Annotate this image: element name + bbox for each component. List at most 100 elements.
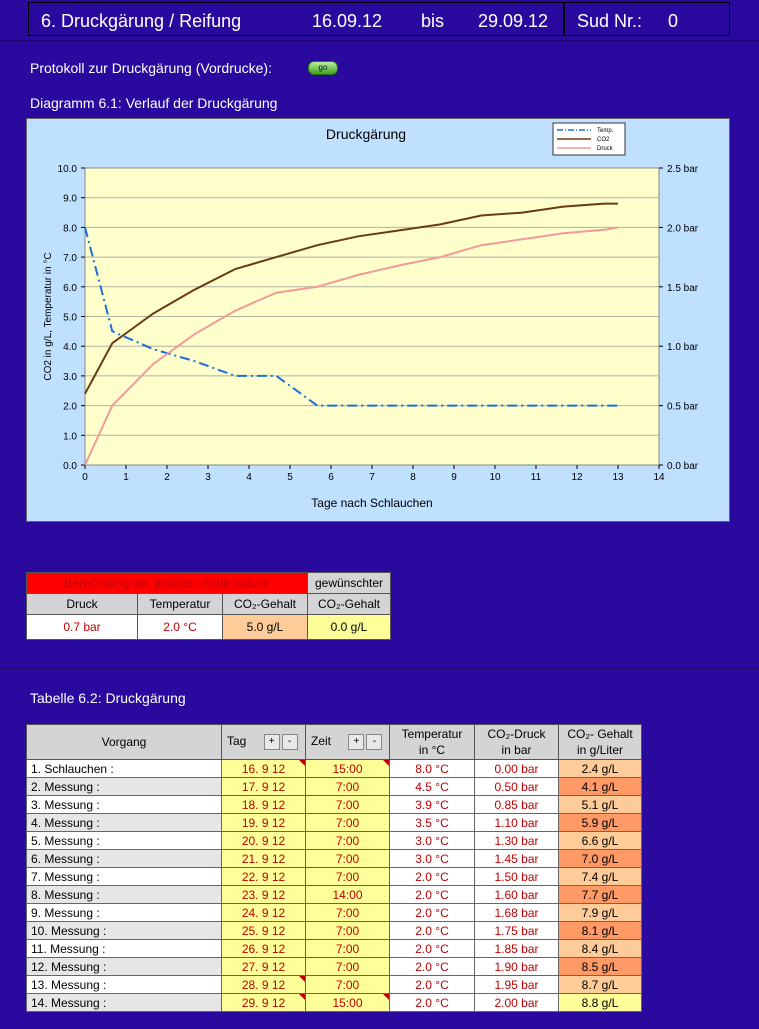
row-zeit[interactable]: 7:00	[305, 831, 390, 850]
row-zeit[interactable]: 15:00	[305, 759, 390, 778]
co2-calc-table: Berechnung der gelösten Kohlensäure gewü…	[26, 572, 391, 640]
row-tag[interactable]: 21. 9 12	[221, 849, 306, 868]
row-zeit[interactable]: 7:00	[305, 849, 390, 868]
row-druck[interactable]: 1.10 bar	[474, 813, 559, 832]
row-druck[interactable]: 0.50 bar	[474, 777, 559, 796]
row-tag[interactable]: 23. 9 12	[221, 885, 306, 904]
date-to[interactable]: 29.09.12	[478, 11, 549, 31]
row-vorgang: 11. Messung :	[26, 939, 222, 958]
table-row: 4. Messung :19. 9 12 7:00 3.5 °C 1.10 bar 5.…	[26, 813, 642, 832]
y2-tick-label: 0.0 bar	[667, 461, 699, 472]
row-tag[interactable]: 19. 9 12	[221, 813, 306, 832]
row-druck[interactable]: 1.85 bar	[474, 939, 559, 958]
row-tag[interactable]: 26. 9 12	[221, 939, 306, 958]
row-temperatur[interactable]: 3.5 °C	[389, 813, 475, 832]
row-druck[interactable]: 1.45 bar	[474, 849, 559, 868]
row-tag[interactable]: 24. 9 12	[221, 903, 306, 922]
tag-plus-button[interactable]: +	[263, 734, 280, 750]
row-tag[interactable]: 25. 9 12	[221, 921, 306, 940]
row-druck[interactable]: 1.30 bar	[474, 831, 559, 850]
row-zeit[interactable]: 7:00	[305, 867, 390, 886]
row-vorgang: 14. Messung :	[26, 993, 222, 1012]
zeit-plus-button[interactable]: +	[348, 734, 365, 750]
row-co2: 8.5 g/L	[558, 957, 642, 976]
calc-druck-input[interactable]: 0.7 bar	[26, 614, 138, 640]
col-zeit: Zeit + -	[305, 724, 390, 760]
calc-col-druck: Druck	[26, 593, 138, 615]
row-temperatur[interactable]: 2.0 °C	[389, 957, 475, 976]
row-temperatur[interactable]: 2.0 °C	[389, 885, 475, 904]
row-temperatur[interactable]: 3.0 °C	[389, 849, 475, 868]
col-co2-line2: in g/Liter	[576, 743, 624, 757]
y-tick-label: 4.0	[63, 342, 77, 353]
row-druck[interactable]: 1.95 bar	[474, 975, 559, 994]
row-druck[interactable]: 1.68 bar	[474, 903, 559, 922]
row-vorgang: 13. Messung :	[26, 975, 222, 994]
row-tag[interactable]: 28. 9 12	[221, 975, 306, 994]
row-vorgang: 3. Messung :	[26, 795, 222, 814]
calc-co2-desired-input[interactable]: 0.0 g/L	[307, 614, 391, 640]
row-temperatur[interactable]: 3.0 °C	[389, 831, 475, 850]
row-temperatur[interactable]: 2.0 °C	[389, 993, 475, 1012]
col-druck: CO₂-Druck in bar	[474, 724, 559, 760]
x-axis-label: Tage nach Schlauchen	[311, 496, 432, 510]
calc-co2-value: 5.0 g/L	[222, 614, 308, 640]
table-row: 9. Messung :24. 9 12 7:00 2.0 °C 1.68 bar 7.…	[26, 903, 642, 922]
protocol-go-button[interactable]: go	[308, 61, 338, 75]
section-divider	[0, 668, 759, 669]
row-zeit[interactable]: 7:00	[305, 939, 390, 958]
sud-value[interactable]: 0	[668, 11, 679, 31]
row-tag[interactable]: 29. 9 12	[221, 993, 306, 1012]
date-from[interactable]: 16.09.12	[312, 11, 383, 31]
row-druck[interactable]: 1.60 bar	[474, 885, 559, 904]
row-temperatur[interactable]: 2.0 °C	[389, 939, 475, 958]
row-zeit[interactable]: 7:00	[305, 813, 390, 832]
x-tick-label: 8	[410, 472, 416, 483]
table-row: 5. Messung :20. 9 12 7:00 3.0 °C 1.30 bar 6.…	[26, 831, 642, 850]
row-druck[interactable]: 1.90 bar	[474, 957, 559, 976]
row-zeit[interactable]: 7:00	[305, 795, 390, 814]
row-zeit[interactable]: 7:00	[305, 903, 390, 922]
row-tag[interactable]: 20. 9 12	[221, 831, 306, 850]
row-co2: 2.4 g/L	[558, 759, 642, 778]
row-zeit[interactable]: 7:00	[305, 777, 390, 796]
row-tag[interactable]: 27. 9 12	[221, 957, 306, 976]
row-zeit[interactable]: 15:00	[305, 993, 390, 1012]
y2-tick-label: 2.5 bar	[667, 164, 699, 175]
y-tick-label: 3.0	[63, 372, 77, 383]
row-temperatur[interactable]: 3.9 °C	[389, 795, 475, 814]
row-temperatur[interactable]: 8.0 °C	[389, 759, 475, 778]
legend-label: Temp.	[597, 128, 614, 134]
row-co2: 5.1 g/L	[558, 795, 642, 814]
zeit-minus-button[interactable]: -	[366, 734, 383, 750]
row-temperatur[interactable]: 2.0 °C	[389, 975, 475, 994]
row-druck[interactable]: 0.00 bar	[474, 759, 559, 778]
row-vorgang: 4. Messung :	[26, 813, 222, 832]
x-tick-label: 13	[612, 472, 624, 483]
row-druck[interactable]: 2.00 bar	[474, 993, 559, 1012]
col-temperatur: Temperatur in °C	[389, 724, 475, 760]
row-tag[interactable]: 22. 9 12	[221, 867, 306, 886]
row-druck[interactable]: 1.75 bar	[474, 921, 559, 940]
tag-minus-button[interactable]: -	[281, 734, 298, 750]
row-zeit[interactable]: 7:00	[305, 975, 390, 994]
row-temperatur[interactable]: 2.0 °C	[389, 921, 475, 940]
row-zeit[interactable]: 7:00	[305, 957, 390, 976]
row-zeit[interactable]: 14:00	[305, 885, 390, 904]
y-tick-label: 5.0	[63, 313, 77, 324]
row-temperatur[interactable]: 2.0 °C	[389, 903, 475, 922]
row-co2: 8.8 g/L	[558, 993, 642, 1012]
row-tag[interactable]: 18. 9 12	[221, 795, 306, 814]
row-tag[interactable]: 16. 9 12	[221, 759, 306, 778]
row-temperatur[interactable]: 4.5 °C	[389, 777, 475, 796]
row-druck[interactable]: 0.85 bar	[474, 795, 559, 814]
col-vorgang: Vorgang	[26, 724, 222, 760]
x-tick-label: 6	[328, 472, 334, 483]
row-tag[interactable]: 17. 9 12	[221, 777, 306, 796]
row-druck[interactable]: 1.50 bar	[474, 867, 559, 886]
row-temperatur[interactable]: 2.0 °C	[389, 867, 475, 886]
row-zeit[interactable]: 7:00	[305, 921, 390, 940]
header-bar: 6. Druckgärung / Reifung 16.09.12 bis 29…	[0, 0, 759, 38]
calc-temp-input[interactable]: 2.0 °C	[137, 614, 223, 640]
col-temp-line1: Temperatur	[401, 727, 463, 741]
